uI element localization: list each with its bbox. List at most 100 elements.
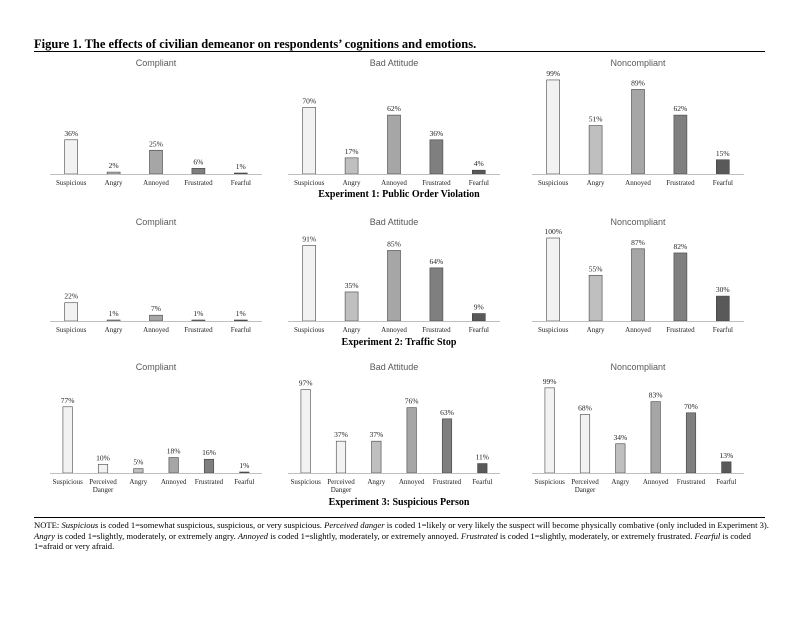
exp3-noncompliant-bar-angry [615,443,626,474]
note-term-annoyed: Annoyed [237,530,268,541]
exp1-compliant-tick-angry: Angry [105,179,123,187]
exp3-compliant-tick-annoyed: Annoyed [161,478,187,486]
exp3-noncompliant-bar-frustrated [685,412,697,474]
note-prefix: NOTE: [34,520,62,530]
exp2-compliant-tick-fearful: Fearful [231,326,251,334]
exp2-bad-attitude-tick-annoyed: Annoyed [381,326,407,334]
exp1-bad-attitude-bar-angry [344,157,359,175]
exp1-compliant-bar-fearful [234,172,248,175]
exp3-noncompliant-bar-perceived-danger [579,414,591,474]
exp2-compliant-bar-suspicious [64,302,78,322]
exp3-noncompliant-value-perceived-danger: 68% [578,404,592,413]
exp3-label: Experiment 3: Suspicious Person [329,497,470,508]
exp2-noncompliant-value-frustrated: 82% [674,242,688,251]
exp1-bad-attitude-value-angry: 17% [345,147,359,156]
exp3-noncompliant-tick-suspicious: Suspicious [534,478,565,486]
note-term-perceived-danger: Perceived danger [324,520,385,530]
exp3-bad-attitude-tick-perceived-danger: Perceived Danger [327,478,355,494]
exp1-bad-attitude-tick-angry: Angry [343,179,361,187]
exp1-compliant-tick-annoyed: Annoyed [143,179,169,187]
exp2-noncompliant-value-suspicious: 100% [544,227,562,236]
exp3-bad-attitude-tick-frustrated: Frustrated [433,478,462,486]
exp2-noncompliant-tick-angry: Angry [587,326,605,334]
exp3-compliant-bar-perceived-danger [97,464,109,474]
exp1-compliant-tick-fearful: Fearful [231,179,251,187]
exp2-compliant-value-angry: 1% [109,309,119,318]
exp3-compliant-tick-fearful: Fearful [234,478,254,486]
exp3-compliant-bar-suspicious [62,406,73,474]
exp1-noncompliant-tick-angry: Angry [587,179,605,187]
exp3-bad-attitude-bar-angry [371,440,382,474]
exp1-noncompliant-bar-annoyed [631,89,645,175]
exp2-compliant-tick-annoyed: Annoyed [143,326,169,334]
exp3-compliant-tick-frustrated: Frustrated [195,478,224,486]
exp3-compliant-tick-perceived-danger: Perceived Danger [89,478,117,494]
exp2-bad-attitude-tick-frustrated: Frustrated [422,326,451,334]
exp3-noncompliant-value-suspicious: 99% [543,377,557,386]
exp3-noncompliant-bar-annoyed [650,401,661,474]
exp3-noncompliant-tick-fearful: Fearful [716,478,736,486]
exp1-noncompliant-value-frustrated: 62% [674,104,688,113]
exp2-bad-attitude-value-annoyed: 85% [387,239,401,248]
exp3-compliant-bar-frustrated [203,458,215,474]
exp2-noncompliant-value-fearful: 30% [716,285,730,294]
exp2-noncompliant-tick-fearful: Fearful [713,326,733,334]
exp3-bad-attitude-title: Bad Attitude [370,362,419,372]
exp3-noncompliant-value-annoyed: 83% [649,391,663,400]
note-term-suspicious: Suspicious [61,520,99,530]
exp3-compliant-value-suspicious: 77% [61,396,75,405]
exp3-bad-attitude-value-annoyed: 76% [405,397,419,406]
note-def-frustrated: is coded 1=slightly, moderately, or extr… [497,530,695,541]
exp1-noncompliant-title: Noncompliant [610,58,666,68]
exp3-bad-attitude-value-fearful: 11% [476,453,489,462]
exp3-compliant-value-frustrated: 16% [202,448,216,457]
exp2-bad-attitude-tick-suspicious: Suspicious [294,326,325,334]
exp3-compliant-bar-angry [133,468,144,474]
note-term-angry: Angry [34,530,56,541]
exp1-noncompliant-bar-angry [588,125,603,175]
exp3-compliant-bar-fearful [239,471,250,474]
exp3-bad-attitude-bar-perceived-danger [335,440,347,474]
exp1-bad-attitude-tick-frustrated: Frustrated [422,179,451,187]
exp1-bad-attitude-bar-frustrated [429,139,444,175]
exp2-bad-attitude-bar-frustrated [429,267,444,322]
exp2-noncompliant-title: Noncompliant [610,217,666,227]
exp2-compliant-tick-frustrated: Frustrated [184,326,213,334]
exp1-label: Experiment 1: Public Order Violation [318,189,480,200]
exp3-bad-attitude-value-angry: 37% [369,430,383,439]
exp3-compliant-value-perceived-danger: 10% [96,453,110,462]
exp1-compliant-value-angry: 2% [109,161,119,170]
exp3-noncompliant-title: Noncompliant [610,362,666,372]
exp1-compliant-value-fearful: 1% [236,162,246,171]
exp3-bad-attitude-bar-annoyed [406,407,417,474]
exp2-bad-attitude-tick-angry: Angry [343,326,361,334]
exp3-noncompliant-bar-suspicious [544,387,555,474]
exp3-noncompliant-tick-frustrated: Frustrated [677,478,706,486]
exp2-bad-attitude-bar-angry [344,291,359,322]
exp2-noncompliant-tick-frustrated: Frustrated [666,326,695,334]
top-rule [34,51,765,52]
exp2-compliant-value-frustrated: 1% [193,309,203,318]
exp2-noncompliant-tick-suspicious: Suspicious [538,326,569,334]
exp1-bad-attitude-bar-suspicious [302,107,317,175]
exp3-bad-attitude-bar-fearful [477,463,488,474]
exp2-compliant-value-suspicious: 22% [64,292,78,301]
exp2-noncompliant-tick-annoyed: Annoyed [625,326,651,334]
exp3-compliant-title: Compliant [136,362,177,372]
exp1-bad-attitude-title: Bad Attitude [370,58,419,68]
exp2-noncompliant-bar-angry [588,275,603,322]
exp3-bad-attitude-value-perceived-danger: 37% [334,430,348,439]
exp1-bad-attitude-bar-annoyed [387,114,401,175]
exp2-compliant-value-fearful: 1% [236,309,246,318]
exp1-noncompliant-bar-fearful [715,159,730,175]
bottom-rule [34,517,765,518]
figure-note: NOTE: Suspicious is coded 1=somewhat sus… [34,520,769,552]
exp1-compliant-title: Compliant [136,58,177,68]
exp2-bad-attitude-value-angry: 35% [345,281,359,290]
exp3-noncompliant-tick-annoyed: Annoyed [643,478,669,486]
note-def-angry: is coded 1=slightly, moderately, or extr… [55,530,238,541]
exp3-noncompliant-value-fearful: 13% [719,451,733,460]
exp3-noncompliant-tick-perceived-danger: Perceived Danger [571,478,599,494]
exp2-noncompliant-value-annoyed: 87% [631,238,645,247]
